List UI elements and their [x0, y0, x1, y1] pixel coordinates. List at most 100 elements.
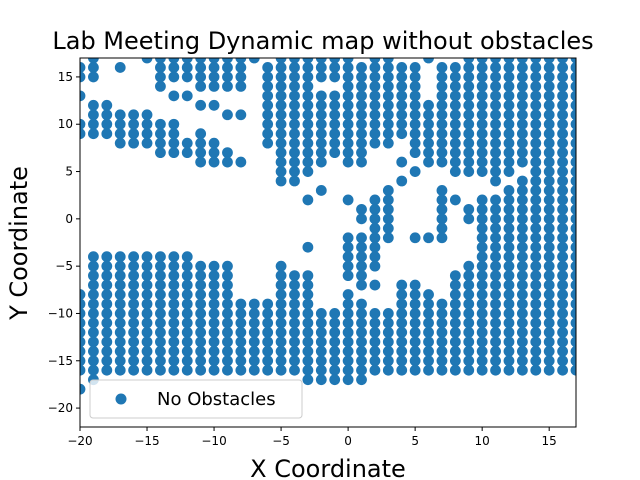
data-point: [557, 166, 568, 177]
data-point: [141, 128, 153, 140]
data-point: [195, 326, 207, 338]
data-point: [315, 374, 327, 386]
data-point: [382, 326, 394, 338]
data-point: [463, 298, 475, 310]
data-point: [463, 99, 475, 111]
data-point: [275, 118, 287, 130]
data-point: [302, 336, 314, 348]
data-point: [302, 118, 314, 130]
data-point: [490, 109, 501, 121]
data-point: [490, 156, 501, 168]
data-point: [222, 317, 233, 329]
data-point: [570, 166, 576, 177]
data-point: [409, 364, 421, 376]
data-point: [302, 241, 314, 253]
data-point: [503, 109, 515, 121]
data-point: [396, 355, 408, 367]
data-point: [490, 62, 501, 73]
data-point: [530, 345, 542, 357]
data-point: [302, 109, 314, 121]
data-point: [168, 58, 180, 64]
data-point: [530, 166, 542, 177]
data-point: [570, 185, 576, 196]
data-point: [516, 99, 528, 111]
data-point: [289, 345, 300, 357]
data-point: [543, 137, 555, 149]
data-point: [530, 308, 542, 319]
scatter-points: [80, 58, 576, 395]
data-point: [463, 80, 475, 92]
data-point: [570, 345, 576, 357]
data-point: [168, 118, 180, 130]
data-point: [503, 326, 515, 338]
data-point: [302, 345, 314, 357]
data-point: [302, 166, 314, 177]
data-point: [543, 241, 555, 253]
data-point: [503, 118, 515, 130]
data-point: [396, 118, 408, 130]
data-point: [356, 317, 367, 329]
data-point: [423, 118, 434, 130]
data-point: [409, 62, 421, 73]
data-point: [396, 326, 408, 338]
data-point: [302, 270, 314, 282]
data-point: [476, 137, 488, 149]
data-point: [114, 279, 126, 291]
data-point: [275, 289, 287, 300]
data-point: [503, 355, 515, 367]
data-point: [275, 298, 287, 310]
data-point: [369, 326, 381, 338]
data-point: [503, 222, 515, 234]
data-point: [222, 62, 233, 73]
data-point: [369, 99, 381, 111]
data-point: [262, 80, 274, 92]
data-point: [222, 289, 233, 300]
data-point: [369, 62, 381, 73]
data-point: [530, 118, 542, 130]
data-point: [289, 308, 300, 319]
data-point: [490, 58, 501, 64]
data-point: [543, 90, 555, 102]
data-point: [503, 232, 515, 244]
data-point: [356, 241, 367, 253]
data-point: [369, 336, 381, 348]
data-point: [396, 128, 408, 140]
data-point: [195, 355, 207, 367]
data-point: [436, 90, 448, 102]
data-point: [302, 289, 314, 300]
data-point: [208, 308, 220, 319]
data-point: [463, 71, 475, 83]
data-point: [342, 147, 354, 159]
data-point: [449, 355, 461, 367]
data-point: [516, 279, 528, 291]
data-point: [141, 355, 153, 367]
data-point: [570, 364, 576, 376]
data-point: [275, 260, 287, 272]
data-point: [289, 80, 300, 92]
y-tick-label: −5: [55, 259, 73, 273]
data-point: [101, 336, 113, 348]
data-point: [449, 166, 461, 177]
data-point: [235, 109, 247, 121]
data-point: [490, 326, 501, 338]
data-point: [409, 289, 421, 300]
data-point: [543, 336, 555, 348]
data-point: [570, 289, 576, 300]
data-point: [329, 99, 341, 111]
data-point: [80, 289, 86, 300]
data-point: [543, 251, 555, 263]
data-point: [463, 355, 475, 367]
data-point: [503, 298, 515, 310]
data-point: [570, 128, 576, 140]
data-point: [490, 317, 501, 329]
data-point: [409, 118, 421, 130]
data-point: [503, 317, 515, 329]
data-point: [543, 128, 555, 140]
data-point: [141, 251, 153, 263]
data-point: [342, 345, 354, 357]
data-point: [516, 58, 528, 64]
data-point: [342, 336, 354, 348]
data-point: [262, 326, 274, 338]
data-point: [289, 364, 300, 376]
data-point: [114, 118, 126, 130]
